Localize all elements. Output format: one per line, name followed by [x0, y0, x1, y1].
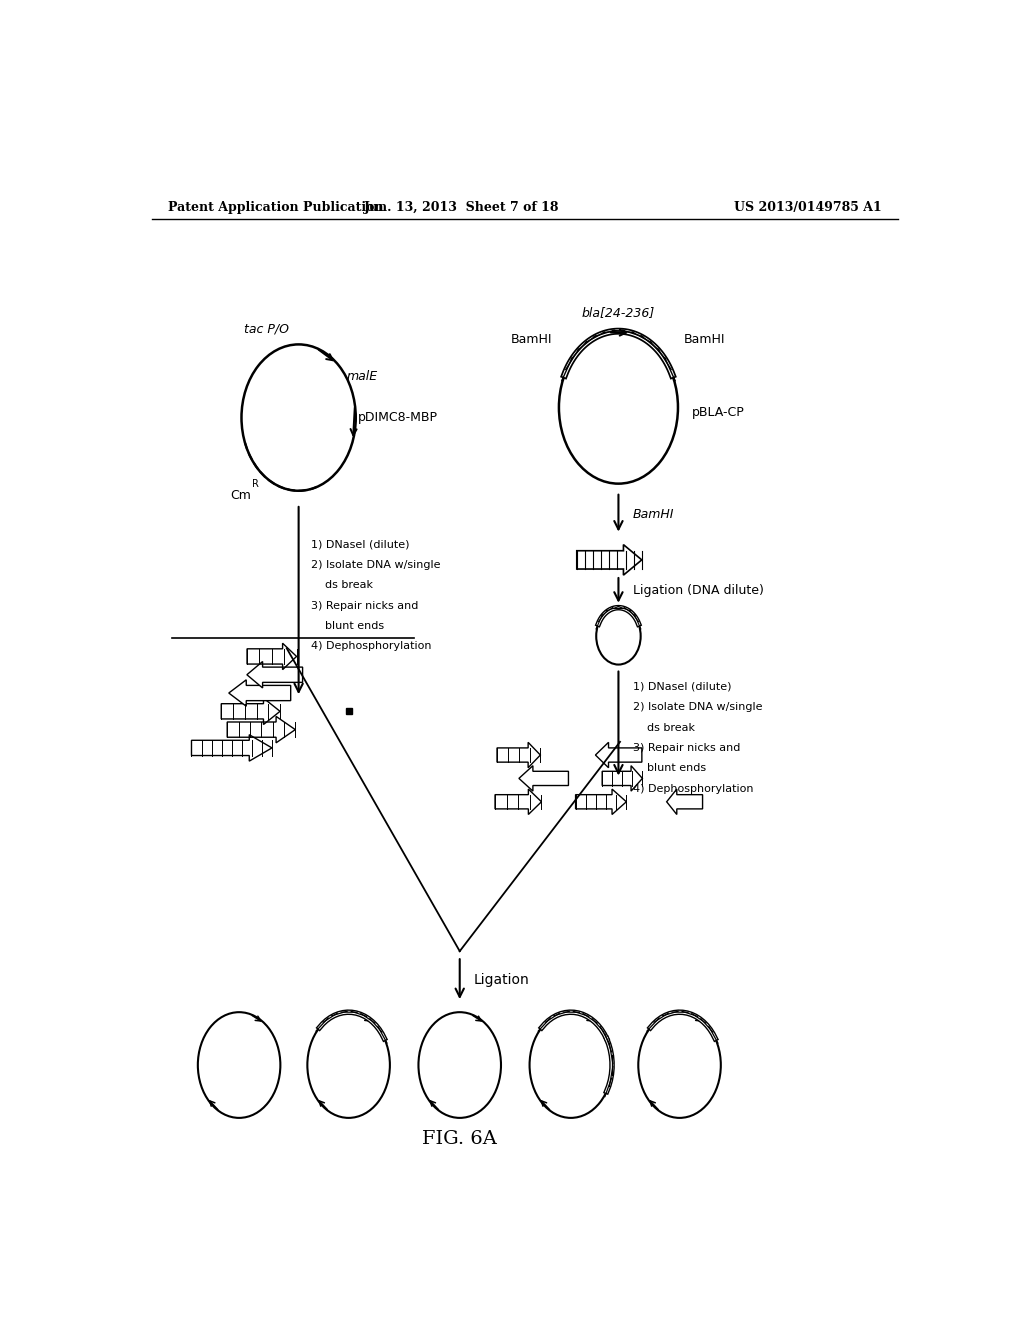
Text: BamHI: BamHI [684, 333, 725, 346]
Text: 2) Isolate DNA w/single: 2) Isolate DNA w/single [310, 560, 440, 570]
Text: ds break: ds break [633, 722, 694, 733]
FancyArrow shape [595, 742, 642, 768]
Text: blunt ends: blunt ends [633, 763, 706, 774]
Text: BamHI: BamHI [511, 333, 553, 346]
Text: tac P/O: tac P/O [245, 322, 290, 335]
Text: ds break: ds break [310, 581, 373, 590]
Text: pDIMC8-MBP: pDIMC8-MBP [358, 411, 438, 424]
Text: Cm: Cm [230, 490, 251, 503]
Text: malE: malE [346, 371, 378, 383]
FancyArrow shape [247, 661, 303, 688]
Text: pBLA-CP: pBLA-CP [691, 407, 744, 418]
Text: FIG. 6A: FIG. 6A [422, 1130, 498, 1148]
Text: 2) Isolate DNA w/single: 2) Isolate DNA w/single [633, 702, 762, 713]
Text: 4) Dephosphorylation: 4) Dephosphorylation [633, 784, 754, 793]
Text: BamHI: BamHI [633, 508, 674, 520]
Text: 3) Repair nicks and: 3) Repair nicks and [310, 601, 418, 611]
Text: 4) Dephosphorylation: 4) Dephosphorylation [310, 642, 431, 651]
Text: blunt ends: blunt ends [310, 620, 384, 631]
Text: Patent Application Publication: Patent Application Publication [168, 201, 383, 214]
Text: US 2013/0149785 A1: US 2013/0149785 A1 [734, 201, 882, 214]
Text: 3) Repair nicks and: 3) Repair nicks and [633, 743, 740, 752]
Text: bla[24-236]: bla[24-236] [582, 306, 655, 319]
FancyArrow shape [667, 789, 702, 814]
FancyArrow shape [228, 680, 291, 706]
Text: R: R [252, 479, 259, 488]
Text: Jun. 13, 2013  Sheet 7 of 18: Jun. 13, 2013 Sheet 7 of 18 [364, 201, 559, 214]
Text: 1) DNaseI (dilute): 1) DNaseI (dilute) [310, 540, 409, 549]
FancyArrow shape [519, 766, 568, 791]
Text: 1) DNaseI (dilute): 1) DNaseI (dilute) [633, 682, 731, 692]
Text: Ligation: Ligation [474, 973, 529, 986]
Text: Ligation (DNA dilute): Ligation (DNA dilute) [633, 583, 764, 597]
